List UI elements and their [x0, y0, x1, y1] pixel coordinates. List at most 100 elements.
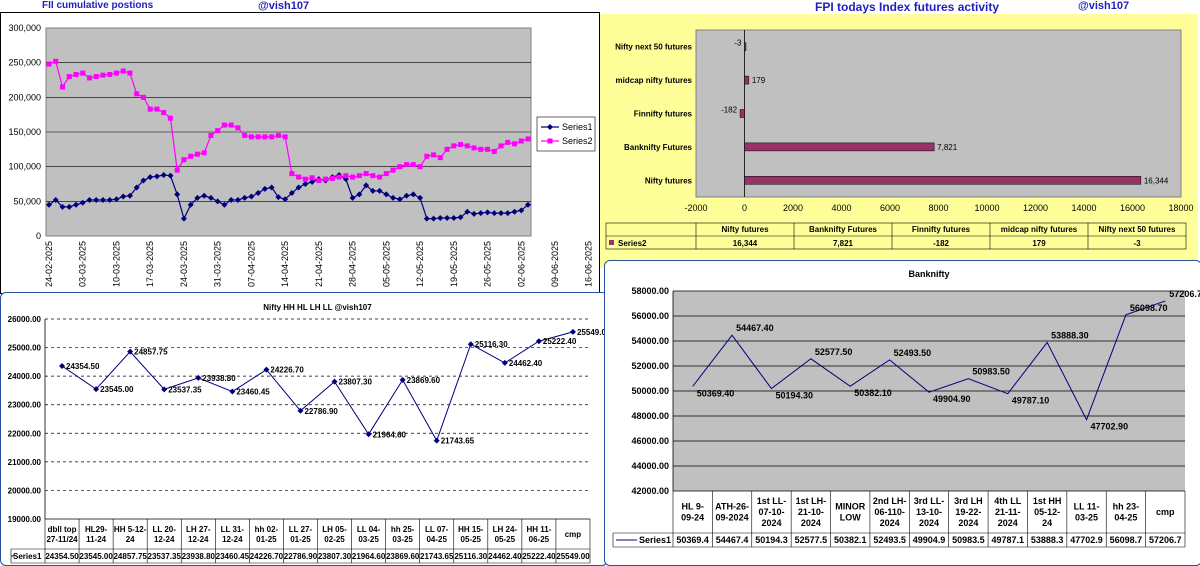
fii-point-2: [518, 138, 524, 144]
fii-point-2: [181, 157, 187, 163]
bnf-table-value: 50983.5: [952, 535, 985, 545]
bnf-category-label: 06-110-: [874, 507, 905, 517]
nifty-category-label: 06-25: [529, 535, 550, 544]
fii-point-2: [147, 106, 153, 112]
fii-point-1: [234, 196, 241, 203]
nifty-point: [59, 363, 66, 370]
fii-point-2: [242, 132, 248, 138]
fii-handle: @vish107: [258, 0, 310, 12]
fii-point-2: [255, 134, 261, 140]
fii-point-2: [262, 134, 268, 140]
nifty-data-label: 23537.35: [168, 385, 202, 394]
fpi-category-label: Banknifty Futures: [624, 143, 693, 152]
nifty-point: [501, 359, 508, 366]
fii-point-1: [518, 207, 525, 214]
fii-point-1: [282, 196, 289, 203]
fii-point-1: [417, 194, 424, 201]
fii-point-2: [59, 84, 65, 90]
fii-point-1: [525, 201, 531, 208]
fpi-table-header: Nifty futures: [721, 225, 769, 234]
bnf-table-series-label: Series1: [639, 535, 671, 545]
fii-point-1: [383, 191, 390, 198]
fii-point-2: [289, 171, 295, 177]
fii-legend-marker: [547, 138, 553, 144]
fii-point-1: [309, 178, 316, 185]
fpi-chart-panel: -2000 0 2000 4000 6000 8000 10000 12000 14000 160…: [600, 14, 1198, 268]
fii-chart: 0 50,000 100,000 150,000 200,000 250,000 300,0…: [8, 23, 596, 287]
nifty-point: [399, 376, 406, 383]
fii-point-2: [228, 122, 234, 128]
fii-y-tick-label: 300,000: [8, 23, 41, 33]
fii-point-2: [53, 58, 59, 64]
bnf-category-label: 19-22-: [955, 507, 981, 517]
nifty-y-tick-label: 22000.00: [8, 429, 42, 438]
nifty-category-label: 05-25: [461, 535, 482, 544]
nifty-point: [229, 388, 236, 395]
fii-point-1: [369, 187, 376, 194]
nifty-point: [331, 378, 338, 385]
fpi-x-tick-label: 2000: [783, 203, 803, 213]
fii-point-1: [167, 172, 174, 179]
nifty-category-label: LH 24-: [493, 525, 518, 534]
nifty-category-label: 01-25: [290, 535, 311, 544]
fii-point-1: [140, 177, 147, 184]
bnf-y-tick-label: 54000.00: [631, 336, 669, 346]
fii-title: FII cumulative postions: [42, 0, 154, 11]
nifty-y-tick-label: 23000.00: [8, 401, 42, 410]
fpi-x-tick-label: 4000: [831, 203, 851, 213]
fpi-bar: [744, 42, 747, 51]
fii-legend-label: Series2: [562, 136, 593, 146]
nifty-category-label: LL 07-: [425, 525, 449, 534]
nifty-category-label: LL 31-: [221, 525, 245, 534]
fii-y-tick-label: 50,000: [13, 196, 41, 206]
nifty-data-label: 21743.65: [441, 437, 475, 446]
nifty-point: [365, 431, 372, 438]
fii-point-1: [464, 208, 471, 215]
fii-point-2: [377, 174, 383, 180]
fii-point-1: [201, 192, 208, 199]
nifty-category-label: 12-24: [188, 535, 209, 544]
nifty-category-label: dbll top: [48, 525, 77, 534]
fii-point-2: [140, 94, 146, 100]
fii-point-1: [390, 194, 397, 201]
fpi-value-label: 179: [752, 76, 766, 85]
bnf-data-label: 52493.50: [894, 348, 932, 358]
fii-point-2: [174, 167, 180, 173]
fii-point-1: [214, 198, 221, 205]
fii-point-1: [302, 181, 309, 187]
fii-point-1: [403, 192, 410, 199]
nifty-point: [195, 374, 202, 381]
fii-point-1: [153, 173, 160, 180]
bnf-category-label: LOW: [840, 513, 861, 523]
nifty-table-value: 24354.50: [45, 552, 79, 561]
fii-point-1: [444, 214, 451, 221]
fii-point-1: [147, 174, 154, 181]
bnf-category-label: 1st LL-: [757, 496, 787, 506]
nifty-data-label: 24462.40: [509, 359, 543, 368]
nifty-point: [535, 338, 542, 345]
bnf-data-label: 50194.30: [775, 391, 813, 401]
nifty-category-label: 05-25: [495, 535, 516, 544]
fii-point-2: [221, 122, 227, 128]
fii-x-tick-label: 16-06-2025: [584, 241, 594, 287]
fpi-x-tick-label: 16000: [1120, 203, 1145, 213]
fpi-x-tick-label: 8000: [928, 203, 948, 213]
fii-point-1: [491, 210, 498, 217]
bnf-category-label: 07-10-: [758, 507, 784, 517]
fpi-value-label: 7,821: [937, 143, 958, 152]
bnf-category-label: cmp: [1156, 507, 1175, 517]
bnf-table-value: 47702.9: [1070, 535, 1103, 545]
nifty-category-label: 04-25: [426, 535, 447, 544]
fii-chart-panel: 0 50,000 100,000 150,000 200,000 250,000 300,0…: [0, 12, 600, 294]
nifty-y-tick-label: 24000.00: [8, 372, 42, 381]
fii-point-2: [86, 75, 92, 81]
bnf-category-label: 21-11-: [995, 507, 1021, 517]
bnf-category-label: 2024: [880, 518, 900, 528]
bnf-table-value: 52577.5: [795, 535, 828, 545]
nifty-table-value: 24226.70: [250, 552, 284, 561]
bnf-table-value: 50382.1: [834, 535, 867, 545]
fii-point-2: [424, 153, 430, 159]
bnf-category-label: 4th LL: [994, 496, 1021, 506]
fii-point-2: [525, 136, 531, 142]
fii-point-2: [248, 134, 254, 140]
